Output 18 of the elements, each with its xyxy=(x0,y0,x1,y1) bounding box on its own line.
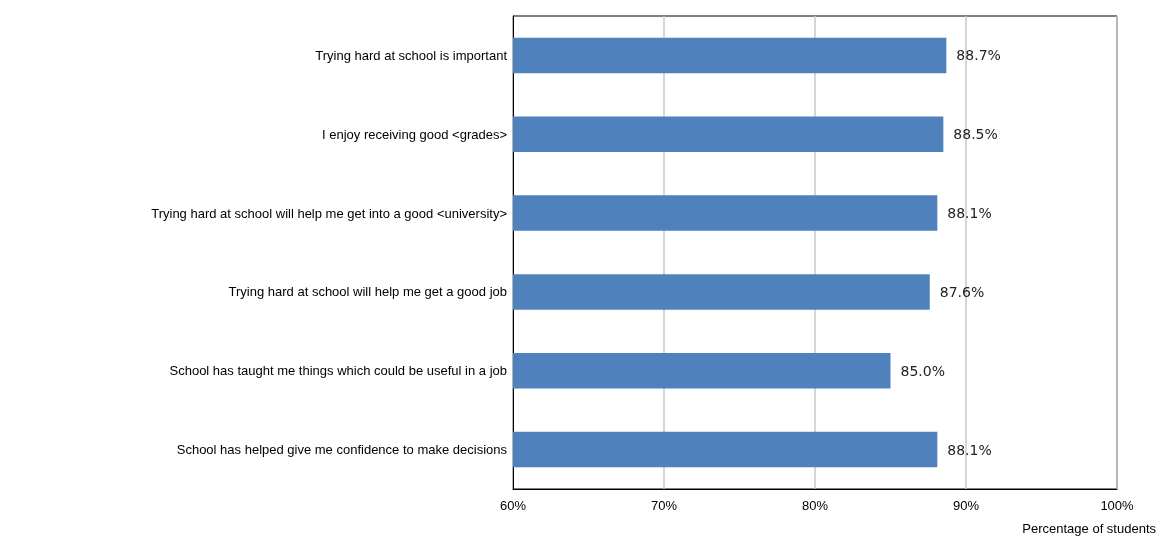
x-tick-label: 100% xyxy=(1100,498,1135,513)
y-tick-label: School has helped give me confidence to make decisions xyxy=(176,442,508,458)
data-label: 88.1% xyxy=(947,205,992,222)
x-tick-label: 70% xyxy=(650,498,678,513)
y-tick-label: School has taught me things which could be useful in a job xyxy=(169,363,507,379)
y-tick-label: Trying hard at school will help me get into a good <university> xyxy=(151,205,507,221)
y-tick-label: I enjoy receiving good <grades> xyxy=(321,126,507,142)
data-label: 88.1% xyxy=(947,441,992,458)
data-label: 87.6% xyxy=(939,283,985,300)
x-tick-label: 60% xyxy=(499,498,527,513)
x-tick-label: 80% xyxy=(801,498,829,513)
data-label: 88.5% xyxy=(953,126,998,143)
data-label: 88.7% xyxy=(956,47,1001,64)
x-tick-label: 90% xyxy=(952,498,980,513)
x-axis-title: Percentage of students xyxy=(1022,521,1157,536)
data-label: 85.0% xyxy=(900,362,945,379)
y-tick-label: Trying hard at school is important xyxy=(315,47,508,63)
y-tick-label: Trying hard at school will help me get a good job xyxy=(228,284,507,300)
